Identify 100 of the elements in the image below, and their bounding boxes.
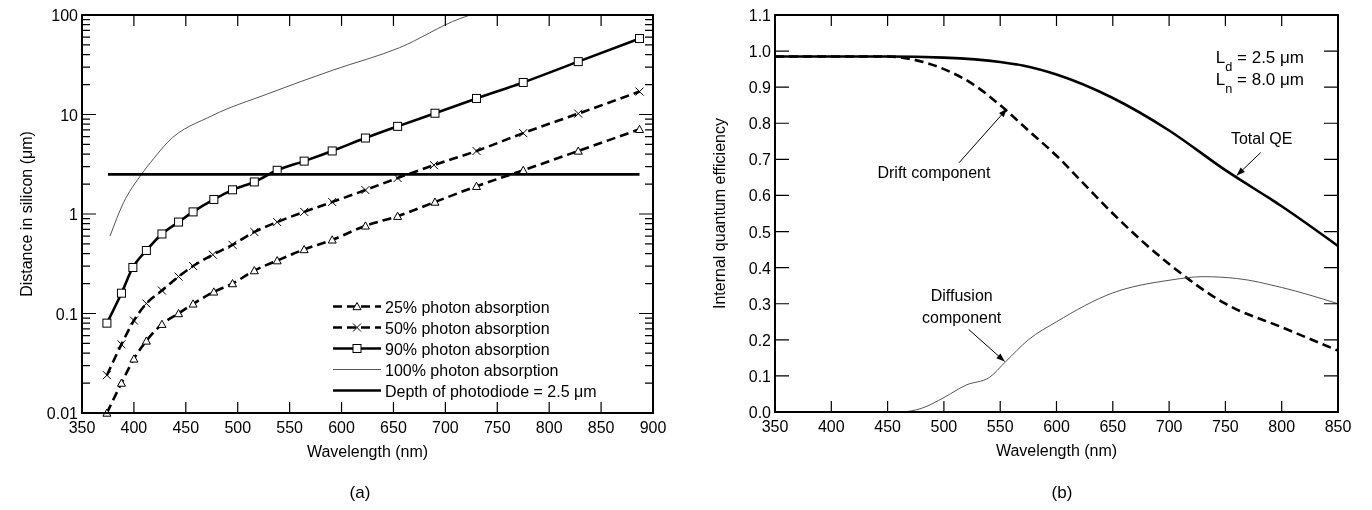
point (228, 185, 238, 195)
x-tick-label: 750 (1212, 418, 1239, 435)
point (393, 121, 403, 131)
x-tick-label: 400 (120, 419, 148, 436)
text: (a) (349, 483, 371, 502)
x-tick-label: 550 (986, 418, 1014, 435)
y-tick-label: 1 (69, 206, 79, 223)
x-tick-label: 600 (328, 419, 355, 436)
point (635, 124, 644, 133)
point (209, 287, 219, 296)
y-tick-label: 0.0 (748, 404, 772, 421)
point (518, 128, 528, 138)
point (188, 261, 198, 271)
point (128, 262, 138, 272)
point (518, 77, 528, 87)
point (188, 299, 198, 308)
point (430, 108, 440, 118)
x-axis-title: Wavelength (nm) (995, 442, 1118, 459)
annotation: Diffusion component (922, 287, 1002, 327)
point (299, 207, 309, 217)
point (472, 181, 482, 190)
point (157, 229, 167, 239)
point (635, 87, 644, 97)
x-tick-label: 350 (761, 418, 789, 435)
y-axis-title: Distance in silicon (μm) (18, 131, 35, 297)
x-tick-label: 850 (587, 419, 615, 436)
y-tick-label: 0.9 (748, 79, 772, 97)
line-series (109, 14, 471, 237)
point (272, 217, 282, 227)
x-tick-label: 450 (172, 419, 200, 436)
point (102, 370, 112, 380)
legend-label: 25% photon absorption (385, 298, 550, 316)
point (472, 93, 482, 103)
x-tick-label: 850 (1324, 418, 1352, 435)
point (327, 146, 337, 156)
y-tick-label: 0.2 (748, 331, 772, 349)
point (141, 245, 151, 255)
point (360, 133, 370, 143)
x-tick-label: 550 (276, 419, 304, 436)
point (573, 57, 583, 67)
y-tick-label: 0.01 (46, 405, 79, 422)
point (299, 244, 309, 254)
x-tick-label: 750 (483, 419, 511, 436)
y-tick-label: 0.3 (748, 295, 772, 313)
y-tick-label: 10 (60, 106, 79, 124)
point (116, 378, 126, 387)
x-tick-label: 900 (639, 419, 667, 436)
x-tick-label: 500 (930, 418, 958, 435)
y-tick-label: 1.1 (748, 7, 772, 24)
point (174, 272, 184, 282)
point (116, 288, 126, 298)
point (141, 336, 151, 345)
point (208, 250, 218, 260)
y-tick-label: 0.7 (748, 151, 772, 169)
y-tick-label: 0.8 (748, 115, 772, 133)
point (360, 221, 370, 230)
legend-label: 50% photon absorption (385, 319, 550, 337)
point (102, 318, 112, 328)
x-tick-label: 500 (224, 419, 252, 436)
point (249, 227, 259, 237)
point (249, 177, 259, 187)
point (360, 185, 370, 195)
point (272, 256, 282, 265)
annotation: Total QE (1230, 129, 1293, 147)
x-tick-label: 400 (817, 418, 845, 435)
x-tick-label: 350 (68, 419, 96, 436)
point (472, 146, 482, 156)
annotation: Drift component (877, 163, 991, 181)
legend-label: 90% photon absorption (385, 340, 550, 358)
legend-label: Depth of photodiode = 2.5 μm (385, 382, 597, 400)
x-tick-label: 800 (535, 419, 563, 436)
point (299, 156, 309, 166)
point (393, 211, 403, 220)
y-tick-label: 0.6 (748, 187, 772, 205)
point (174, 309, 184, 318)
y-tick-label: 0.1 (55, 305, 79, 323)
point (157, 319, 167, 328)
x-axis-title: Wavelength (nm) (306, 443, 429, 460)
y-axis-title: Internal quantum efficiency (711, 118, 728, 309)
x-tick-label: 700 (1155, 418, 1183, 435)
point (228, 240, 238, 250)
point (116, 339, 126, 349)
point (129, 316, 139, 326)
x-tick-label: 800 (1268, 418, 1296, 435)
point (174, 217, 184, 227)
point (249, 266, 259, 275)
point (188, 207, 198, 217)
y-tick-label: 0.5 (748, 223, 772, 241)
text: (b) (1051, 483, 1073, 502)
point (430, 197, 440, 206)
legend-label: 100% photon absorption (385, 361, 559, 379)
point (327, 197, 337, 207)
point (635, 34, 644, 44)
x-tick-label: 700 (432, 419, 459, 436)
x-tick-label: 650 (380, 419, 407, 436)
y-tick-label: 0.1 (748, 367, 772, 385)
point (573, 109, 583, 119)
point (209, 194, 219, 204)
x-tick-label: 450 (874, 418, 902, 435)
point (157, 286, 167, 296)
